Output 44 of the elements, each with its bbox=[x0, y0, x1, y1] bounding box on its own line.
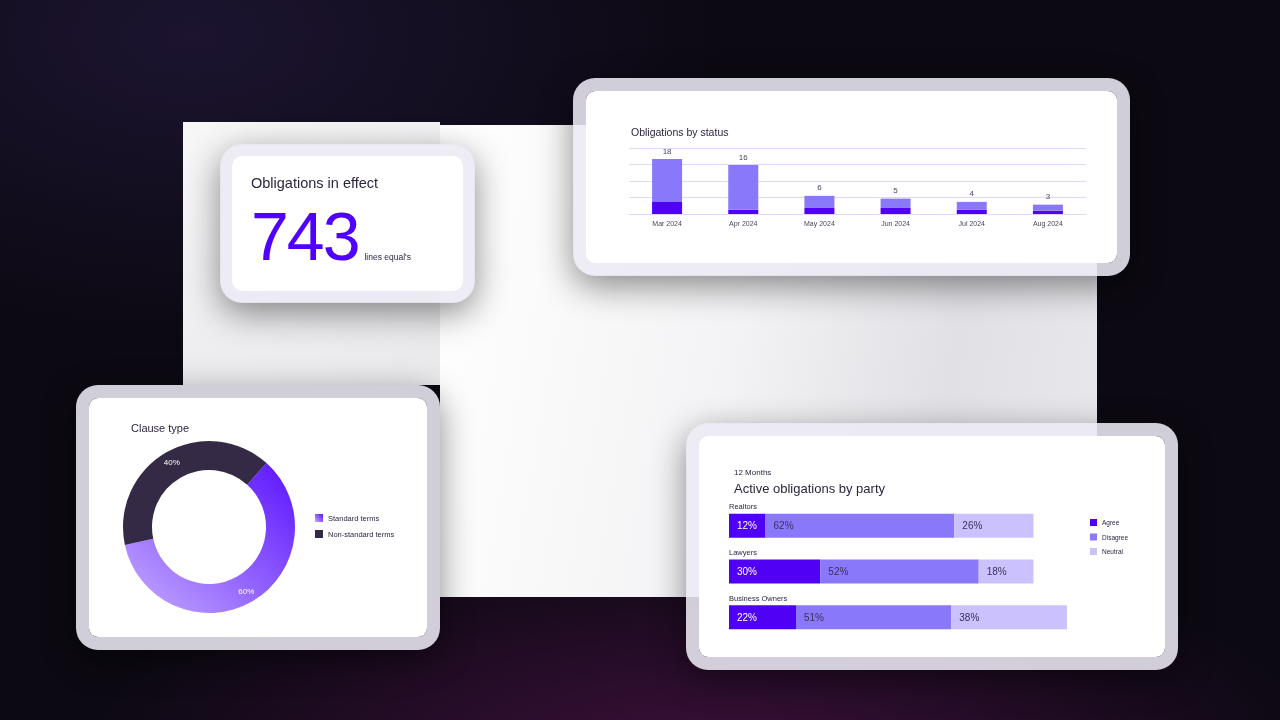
bar bbox=[1032, 210, 1063, 214]
text: 743 bbox=[251, 198, 359, 274]
data-label: 62% bbox=[773, 520, 794, 532]
bar bbox=[880, 207, 911, 214]
bar bbox=[956, 201, 987, 210]
chart-subtitle: 12 Months bbox=[734, 467, 772, 477]
bar bbox=[954, 513, 1034, 538]
data-label: 22% bbox=[737, 611, 758, 623]
data-label: 26% bbox=[962, 520, 983, 532]
bar bbox=[728, 209, 759, 214]
bar bbox=[820, 559, 979, 584]
chart-title: Obligations by status bbox=[631, 125, 729, 138]
bar bbox=[804, 207, 835, 214]
bar bbox=[978, 559, 1034, 584]
bar bbox=[729, 559, 821, 584]
bar bbox=[652, 159, 683, 202]
bar bbox=[729, 605, 796, 630]
bar bbox=[765, 513, 955, 538]
data-label: 51% bbox=[803, 611, 825, 623]
text: Obligations in effect bbox=[251, 175, 379, 191]
bar bbox=[795, 605, 952, 630]
data-label: 30% bbox=[737, 566, 758, 577]
annotation: 18 bbox=[662, 146, 673, 156]
data-label: 38% bbox=[959, 611, 980, 623]
annotation: 5 bbox=[893, 186, 899, 196]
chart-title: Clause type bbox=[131, 421, 190, 434]
bar bbox=[652, 201, 683, 214]
bar bbox=[728, 165, 759, 210]
bar bbox=[880, 198, 911, 208]
bar bbox=[951, 605, 1067, 630]
bar bbox=[804, 195, 835, 208]
bar bbox=[956, 209, 987, 214]
text: lines equal's bbox=[364, 252, 411, 262]
data-label: 52% bbox=[828, 566, 849, 577]
data-label: 40% bbox=[163, 457, 180, 467]
data-label: 60% bbox=[238, 587, 255, 597]
annotation: 16 bbox=[738, 152, 749, 162]
bar bbox=[1032, 204, 1063, 211]
data-label: 12% bbox=[737, 520, 758, 532]
annotation: 3 bbox=[1045, 192, 1051, 202]
chart-title: Active obligations by party bbox=[734, 481, 886, 496]
annotation: 4 bbox=[969, 189, 975, 199]
annotation: 6 bbox=[817, 183, 823, 193]
data-label: 18% bbox=[986, 566, 1007, 577]
